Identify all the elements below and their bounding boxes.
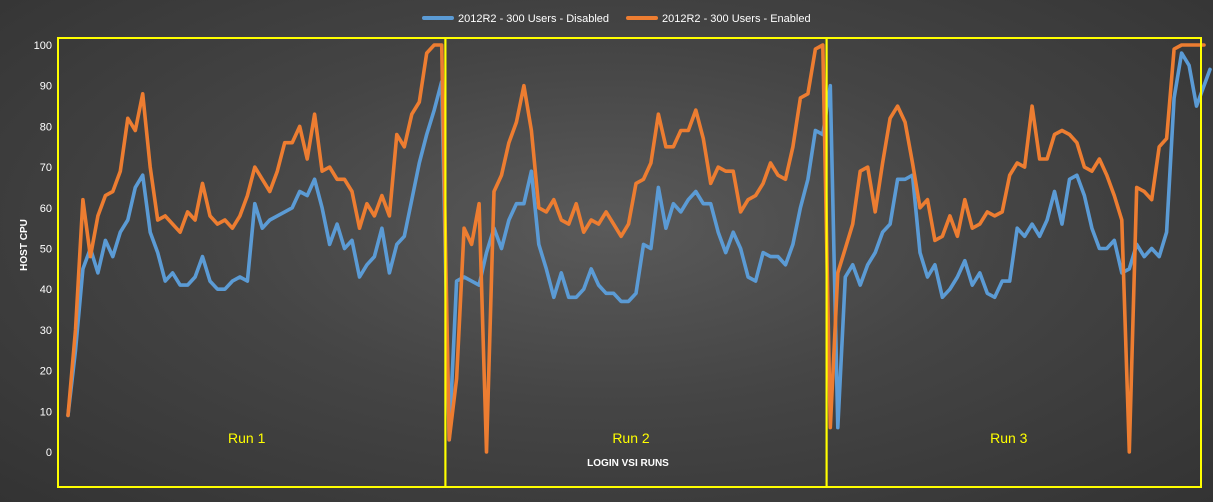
run-label-1: Run 1	[228, 430, 266, 446]
y-tick-label: 10	[40, 406, 52, 418]
run-box-2	[444, 37, 828, 488]
run-boxes: Run 1 Run 2 Run 3	[57, 37, 1202, 488]
y-tick-label: 80	[40, 121, 52, 133]
y-tick-label: 100	[34, 40, 52, 52]
y-tick-label: 90	[40, 81, 52, 93]
y-tick-label: 40	[40, 284, 52, 296]
legend-item-enabled: 2012R2 - 300 Users - Enabled	[626, 13, 811, 25]
y-axis-label: HOST CPU	[19, 219, 30, 271]
y-tick-label: 50	[40, 244, 52, 256]
y-tick-label: 60	[40, 203, 52, 215]
y-tick-label: 30	[40, 325, 52, 337]
y-tick-label: 70	[40, 162, 52, 174]
legend-label-disabled: 2012R2 - 300 Users - Disabled	[458, 13, 609, 25]
y-axis-ticks: 0 10 20 30 40 50 60 70 80 90 100	[34, 40, 52, 459]
y-tick-label: 0	[46, 447, 52, 459]
run-box-3	[825, 37, 1202, 488]
x-axis-label: LOGIN VSI RUNS	[587, 458, 669, 469]
series-line-disabled	[66, 51, 1212, 442]
series-layer	[66, 43, 1212, 454]
legend: 2012R2 - 300 Users - Disabled 2012R2 - 3…	[422, 13, 811, 25]
series-line-enabled	[66, 43, 1206, 454]
run-label-3: Run 3	[990, 430, 1028, 446]
legend-item-disabled: 2012R2 - 300 Users - Disabled	[422, 13, 609, 25]
legend-label-enabled: 2012R2 - 300 Users - Enabled	[662, 13, 811, 25]
y-tick-label: 20	[40, 366, 52, 378]
run-label-2: Run 2	[612, 430, 650, 446]
